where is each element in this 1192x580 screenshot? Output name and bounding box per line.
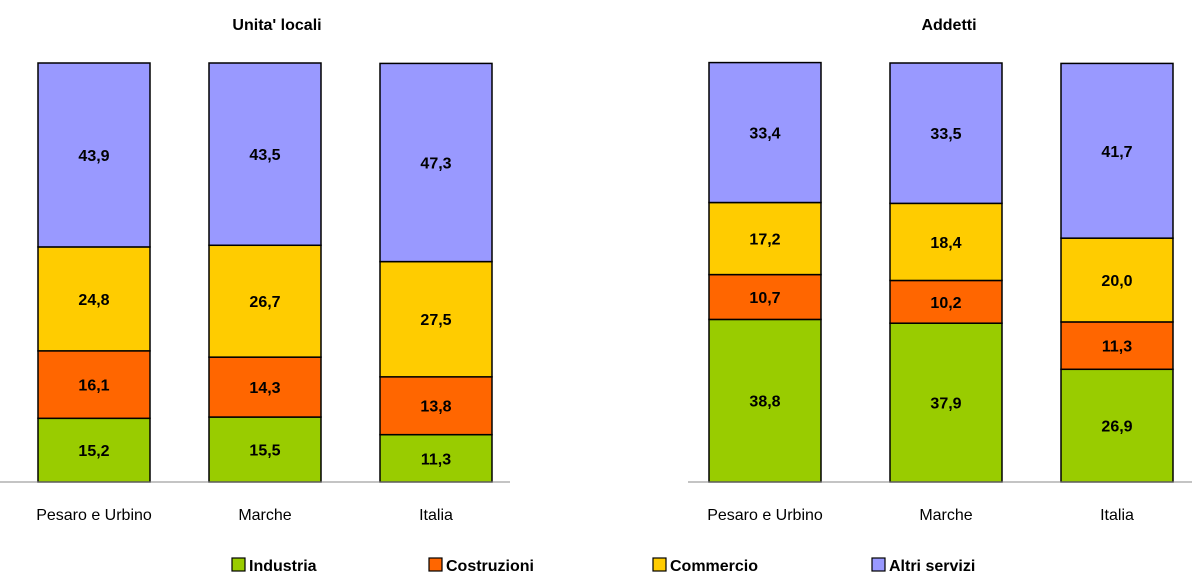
data-label: 14,3 <box>249 380 280 397</box>
data-label: 20,0 <box>1101 273 1132 290</box>
data-label: 47,3 <box>420 156 451 173</box>
data-label: 10,7 <box>749 290 780 307</box>
bar-segment <box>708 61 822 204</box>
legend-item: Costruzioni <box>428 557 534 575</box>
bar-segment <box>1060 62 1174 239</box>
data-label: 27,5 <box>420 312 451 329</box>
data-label: 26,9 <box>1101 419 1132 436</box>
chart-title: Addetti <box>921 17 976 34</box>
legend-item: Altri servizi <box>871 557 975 575</box>
data-label: 10,2 <box>930 295 961 312</box>
data-label: 11,3 <box>421 451 451 468</box>
data-label: 15,2 <box>78 443 109 460</box>
data-label: 37,9 <box>930 396 961 413</box>
bar-segment <box>708 273 822 321</box>
bar-segment <box>708 318 822 483</box>
legend-swatch <box>428 557 443 572</box>
bar-segment <box>708 201 822 276</box>
bar-segment <box>1060 321 1174 371</box>
bar-segment <box>889 62 1003 205</box>
data-label: 24,8 <box>78 292 109 309</box>
bar-segment <box>37 350 151 420</box>
legend-label: Commercio <box>670 558 758 575</box>
data-label: 13,8 <box>420 399 451 416</box>
data-label: 11,3 <box>1102 339 1132 356</box>
bar-segment <box>1060 237 1174 323</box>
data-label: 41,7 <box>1101 144 1132 161</box>
data-label: 16,1 <box>78 378 109 395</box>
chart-title: Unita' locali <box>232 17 321 34</box>
chart-panel-2: Addetti 38,8 10,7 17,2 33,4 Pesaro e Urbino 37… <box>688 17 1192 524</box>
data-label: 43,9 <box>78 148 109 165</box>
chart-panels: Unita' locali 15,2 16,1 24,8 43,9 Pesaro e Ur… <box>0 17 1192 524</box>
x-tick-label: Marche <box>919 507 972 524</box>
legend-label: Altri servizi <box>889 558 975 575</box>
legend-swatch <box>652 557 667 572</box>
x-tick-label: Marche <box>238 507 291 524</box>
bar-segment <box>379 62 493 263</box>
legend-swatch <box>231 557 246 572</box>
x-tick-label: Italia <box>1100 507 1134 524</box>
legend-label: Costruzioni <box>446 558 534 575</box>
legend: Industria Costruzioni Commercio Altri servi… <box>231 557 975 575</box>
data-label: 15,5 <box>249 443 280 460</box>
bar-segment <box>379 376 493 436</box>
data-label: 43,5 <box>249 147 280 164</box>
bar-segment <box>379 260 493 378</box>
legend-item: Industria <box>231 557 317 575</box>
data-label: 33,4 <box>749 126 780 143</box>
bar-segment <box>208 356 322 418</box>
legend-swatch <box>871 557 886 572</box>
legend-item: Commercio <box>652 557 758 575</box>
data-label: 33,5 <box>930 126 961 143</box>
bar-segment <box>208 62 322 247</box>
x-tick-label: Pesaro e Urbino <box>36 507 152 524</box>
data-label: 38,8 <box>749 394 780 411</box>
x-tick-label: Italia <box>419 507 453 524</box>
data-label: 26,7 <box>249 294 280 311</box>
chart-panel-1: Unita' locali 15,2 16,1 24,8 43,9 Pesaro e Ur… <box>0 17 510 524</box>
bar-segment <box>37 62 151 248</box>
data-label: 18,4 <box>930 235 961 252</box>
bar-segment <box>889 279 1003 324</box>
data-label: 17,2 <box>749 232 780 249</box>
bar-segment <box>208 244 322 358</box>
legend-label: Industria <box>249 558 317 575</box>
x-tick-label: Pesaro e Urbino <box>707 507 823 524</box>
bar-segment <box>889 202 1003 282</box>
bar-segment <box>37 417 151 483</box>
